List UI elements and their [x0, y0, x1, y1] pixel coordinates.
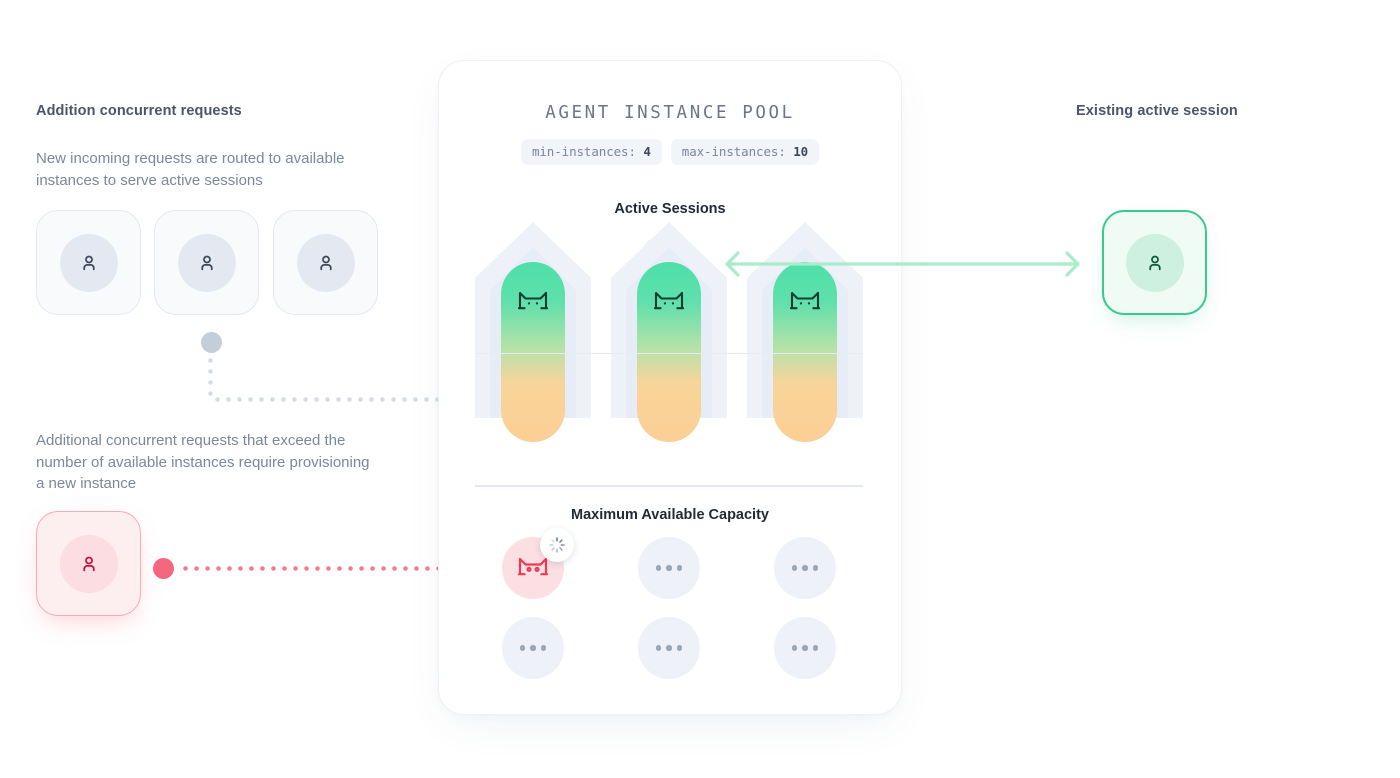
avatar [296, 233, 355, 292]
instance-3[interactable] [745, 218, 865, 442]
agent-cat-icon [789, 291, 821, 310]
spinner-icon [549, 537, 565, 553]
left-column-title: Addition concurrent requests [36, 103, 242, 119]
capacity-slot-6[interactable] [774, 617, 836, 679]
agent-cat-icon [517, 291, 549, 310]
capacity-slot-2[interactable] [638, 537, 700, 599]
section-divider [475, 485, 863, 487]
routed-connector-dot [201, 332, 222, 353]
capacity-slot-5[interactable] [638, 617, 700, 679]
existing-session-card[interactable] [1102, 210, 1207, 315]
provision-connector-dot [153, 558, 174, 579]
ellipsis-icon [655, 565, 683, 571]
instance-2[interactable] [609, 218, 729, 442]
capacity-slot-3[interactable] [774, 537, 836, 599]
badge-max-value: 10 [793, 144, 809, 159]
badge-min-instances: min-instances: 4 [520, 139, 662, 165]
person-icon [319, 255, 332, 270]
ellipsis-icon [791, 645, 819, 651]
badge-min-value: 4 [643, 144, 651, 159]
avatar [59, 534, 118, 593]
left-paragraph-top: New incoming requests are routed to avai… [36, 150, 345, 189]
badge-min-key: min-instances: [531, 144, 636, 159]
provisioning-spinner [540, 528, 574, 562]
avatar [177, 233, 236, 292]
ellipsis-icon [519, 645, 547, 651]
instance-1[interactable] [473, 218, 593, 442]
avatar [59, 233, 118, 292]
person-icon [200, 255, 213, 270]
active-sessions-label: Active Sessions [614, 201, 726, 217]
request-card-1[interactable] [36, 210, 141, 315]
right-column-title: Existing active session [1076, 103, 1238, 119]
ellipsis-icon [655, 645, 683, 651]
person-icon [82, 255, 95, 270]
request-card-overflow[interactable] [36, 511, 141, 616]
instance-capsule [773, 262, 837, 442]
ellipsis-icon [791, 565, 819, 571]
avatar [1125, 233, 1184, 292]
capacity-slot-4[interactable] [502, 617, 564, 679]
provision-connector-line [180, 566, 452, 571]
agent-cat-icon [517, 557, 549, 576]
left-paragraph-bottom: Additional concurrent requests that exce… [36, 432, 370, 492]
pool-badges: min-instances: 4 max-instances: 10 [439, 139, 901, 165]
person-icon [1148, 255, 1161, 270]
instance-midline [475, 353, 863, 354]
badge-max-instances: max-instances: 10 [670, 139, 820, 165]
request-card-3[interactable] [273, 210, 378, 315]
session-link-arrow-icon [725, 251, 1080, 277]
request-card-2[interactable] [154, 210, 259, 315]
capacity-label: Maximum Available Capacity [571, 507, 769, 523]
routed-connector-vertical [208, 355, 213, 399]
instance-capsule [501, 262, 565, 442]
routed-connector-horizontal [212, 397, 452, 402]
agent-cat-icon [653, 291, 685, 310]
person-icon [82, 556, 95, 571]
badge-max-key: max-instances: [681, 144, 786, 159]
pool-title: AGENT INSTANCE POOL [545, 103, 795, 123]
instance-capsule [637, 262, 701, 442]
